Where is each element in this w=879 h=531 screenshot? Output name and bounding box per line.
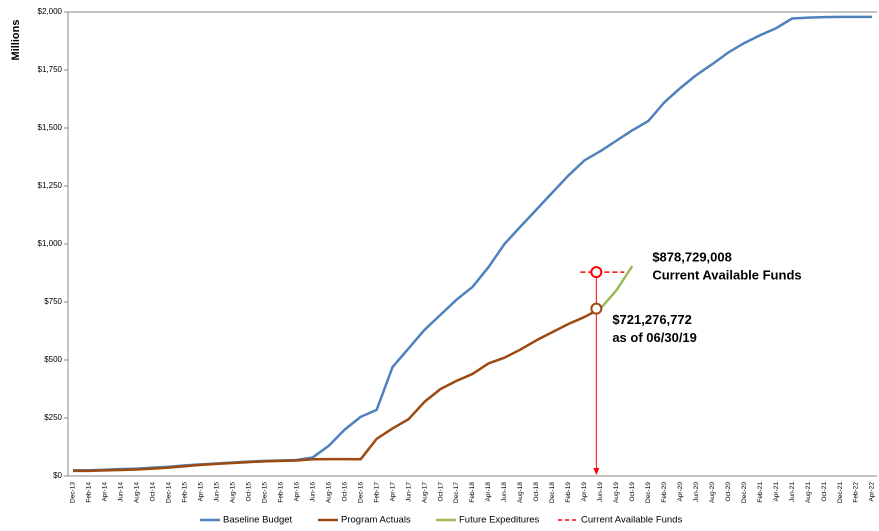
x-tick-label: Aug-21 — [805, 482, 812, 503]
legend-label: Program Actuals — [341, 515, 411, 526]
y-tick-label: $1,750 — [38, 65, 63, 74]
legend-label: Future Expeditures — [459, 515, 540, 526]
x-tick-label: Dec-13 — [70, 482, 77, 503]
x-tick-label: Dec-21 — [837, 482, 844, 503]
x-tick-label: Aug-19 — [613, 482, 620, 503]
x-tick-label: Feb-18 — [469, 482, 476, 503]
x-tick-label: Apr-22 — [869, 482, 876, 502]
x-tick-label: Apr-21 — [773, 482, 780, 502]
series-line — [73, 307, 601, 473]
legend-label: Baseline Budget — [223, 515, 293, 526]
x-tick-label: Jun-20 — [693, 482, 700, 502]
x-tick-label: Jun-19 — [597, 482, 604, 502]
y-tick-label: $1,000 — [38, 239, 63, 248]
x-tick-label: Aug-18 — [517, 482, 524, 503]
x-tick-label: Oct-20 — [725, 482, 732, 502]
x-tick-label: Oct-18 — [533, 482, 540, 502]
x-tick-label: Dec-20 — [741, 482, 748, 503]
y-axis-label: Millions — [10, 20, 22, 61]
y-tick-label: $250 — [44, 413, 62, 422]
x-tick-label: Feb-21 — [757, 482, 764, 503]
x-tick-label: Dec-19 — [645, 482, 652, 503]
funds-marker — [590, 266, 603, 279]
x-tick-label: Aug-14 — [134, 482, 141, 503]
x-tick-label: Aug-16 — [325, 482, 332, 503]
x-tick-label: Oct-14 — [150, 482, 157, 502]
annotation-sublabel: as of 06/30/19 — [612, 330, 697, 345]
x-tick-label: Jun-18 — [501, 482, 508, 502]
x-tick-label: Dec-17 — [453, 482, 460, 503]
x-tick-label: Feb-14 — [86, 482, 93, 503]
legend-label: Current Available Funds — [581, 515, 682, 526]
x-tick-label: Dec-14 — [166, 482, 173, 503]
x-tick-label: Apr-18 — [485, 482, 492, 502]
x-tick-label: Apr-16 — [293, 482, 300, 502]
x-tick-label: Dec-15 — [261, 482, 268, 503]
actual-marker — [590, 302, 603, 315]
x-tick-label: Oct-15 — [245, 482, 252, 502]
x-tick-label: Dec-16 — [357, 482, 364, 503]
x-tick-label: Oct-19 — [629, 482, 636, 502]
annotation-label: $721,276,772 — [612, 312, 692, 327]
x-tick-label: Feb-20 — [661, 482, 668, 503]
x-tick-label: Oct-16 — [341, 482, 348, 502]
x-tick-label: Apr-19 — [581, 482, 588, 502]
x-tick-label: Dec-18 — [549, 482, 556, 503]
x-tick-label: Apr-14 — [102, 482, 109, 502]
y-tick-label: $500 — [44, 355, 62, 364]
x-tick-label: Aug-20 — [709, 482, 716, 503]
x-tick-label: Jun-16 — [309, 482, 316, 502]
x-tick-label: Feb-17 — [373, 482, 380, 503]
x-tick-label: Jun-15 — [214, 482, 221, 502]
y-tick-label: $1,250 — [38, 181, 63, 190]
annotation-sublabel: Current Available Funds — [652, 268, 801, 283]
x-tick-label: Feb-22 — [853, 482, 860, 503]
y-tick-label: $1,500 — [38, 123, 63, 132]
x-tick-label: Jun-14 — [118, 482, 125, 502]
y-tick-label: $2,000 — [38, 7, 63, 16]
x-tick-label: Feb-19 — [565, 482, 572, 503]
x-tick-label: Oct-21 — [821, 482, 828, 502]
x-tick-label: Aug-17 — [421, 482, 428, 503]
x-tick-label: Jun-17 — [405, 482, 412, 502]
y-tick-label: $0 — [53, 471, 62, 480]
annotation-label: $878,729,008 — [652, 250, 732, 265]
y-tick-label: $750 — [44, 297, 62, 306]
x-tick-label: Feb-16 — [277, 482, 284, 503]
x-tick-label: Apr-17 — [389, 482, 396, 502]
x-tick-label: Apr-15 — [198, 482, 205, 502]
funds-arrow — [593, 468, 600, 475]
series-line — [73, 15, 872, 472]
x-tick-label: Apr-20 — [677, 482, 684, 502]
x-tick-label: Aug-15 — [230, 482, 237, 503]
x-tick-label: Feb-15 — [182, 482, 189, 503]
x-tick-label: Jun-21 — [789, 482, 796, 502]
x-tick-label: Oct-17 — [437, 482, 444, 502]
series-line — [599, 265, 634, 310]
